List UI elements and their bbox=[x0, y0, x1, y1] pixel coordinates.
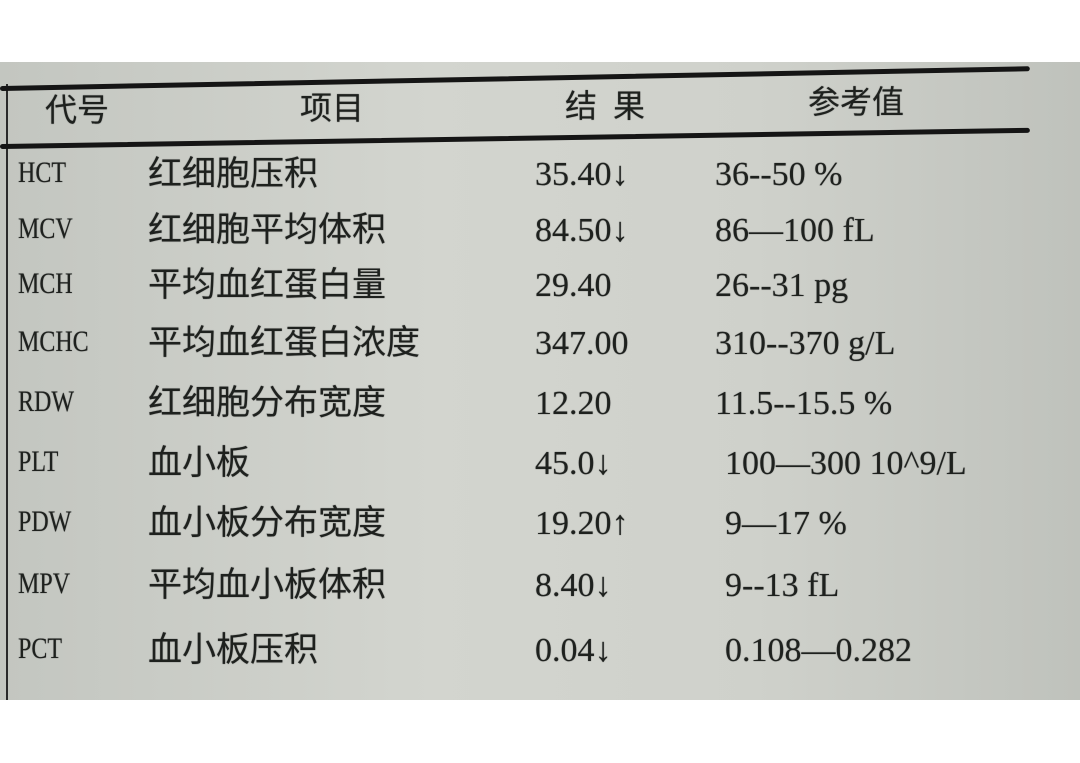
cell-result: 45.0↓ bbox=[535, 445, 612, 482]
cell-code: MCV bbox=[18, 212, 73, 245]
header-reference: 参考值 bbox=[808, 84, 905, 120]
cell-result: 0.04↓ bbox=[535, 632, 612, 669]
cell-item: 血小板分布宽度 bbox=[148, 505, 386, 542]
cell-code: HCT bbox=[18, 156, 66, 189]
cell-result: 8.40↓ bbox=[535, 567, 612, 604]
cell-result: 84.50↓ bbox=[535, 212, 629, 249]
cell-reference: 9--13 fL bbox=[725, 567, 840, 604]
cell-reference: 11.5--15.5 % bbox=[715, 385, 893, 422]
cell-reference: 86—100 fL bbox=[715, 212, 875, 249]
header-bottom-rule bbox=[0, 127, 1030, 149]
cell-reference: 100—300 10^9/L bbox=[725, 445, 967, 482]
cell-item: 平均血红蛋白浓度 bbox=[148, 325, 420, 362]
cell-item: 红细胞压积 bbox=[148, 156, 318, 193]
cell-item: 血小板 bbox=[148, 445, 250, 482]
cell-reference: 9—17 % bbox=[725, 505, 847, 542]
table-left-border bbox=[6, 84, 8, 700]
cell-code: MPV bbox=[18, 567, 71, 600]
cell-code: PLT bbox=[18, 445, 59, 478]
cell-result: 19.20↑ bbox=[535, 505, 629, 542]
cell-code: PCT bbox=[18, 632, 63, 665]
cell-code: MCH bbox=[18, 267, 73, 300]
cell-item: 血小板压积 bbox=[148, 632, 318, 669]
cell-result: 29.40 bbox=[535, 267, 612, 304]
cell-reference: 26--31 pg bbox=[715, 267, 849, 304]
cell-item: 红细胞分布宽度 bbox=[148, 385, 386, 422]
header-result: 结 果 bbox=[565, 88, 646, 124]
cell-result: 12.20 bbox=[535, 385, 612, 422]
cell-reference: 310--370 g/L bbox=[715, 325, 896, 362]
header-item: 项目 bbox=[300, 90, 365, 126]
cell-item: 平均血红蛋白量 bbox=[148, 267, 386, 304]
cell-item: 红细胞平均体积 bbox=[148, 212, 386, 249]
cell-code: MCHC bbox=[18, 325, 89, 358]
cell-item: 平均血小板体积 bbox=[148, 567, 386, 604]
cell-code: RDW bbox=[18, 385, 74, 418]
cell-result: 347.00 bbox=[535, 325, 629, 362]
cell-reference: 36--50 % bbox=[715, 156, 843, 193]
cell-code: PDW bbox=[18, 505, 72, 538]
header-code: 代号 bbox=[45, 92, 110, 128]
cell-result: 35.40↓ bbox=[535, 156, 629, 193]
cell-reference: 0.108—0.282 bbox=[725, 632, 912, 669]
lab-report-photo: 代号 项目 结 果 参考值 HCT 红细胞压积 35.40↓ 36--50 % MCV 红… bbox=[0, 62, 1080, 700]
